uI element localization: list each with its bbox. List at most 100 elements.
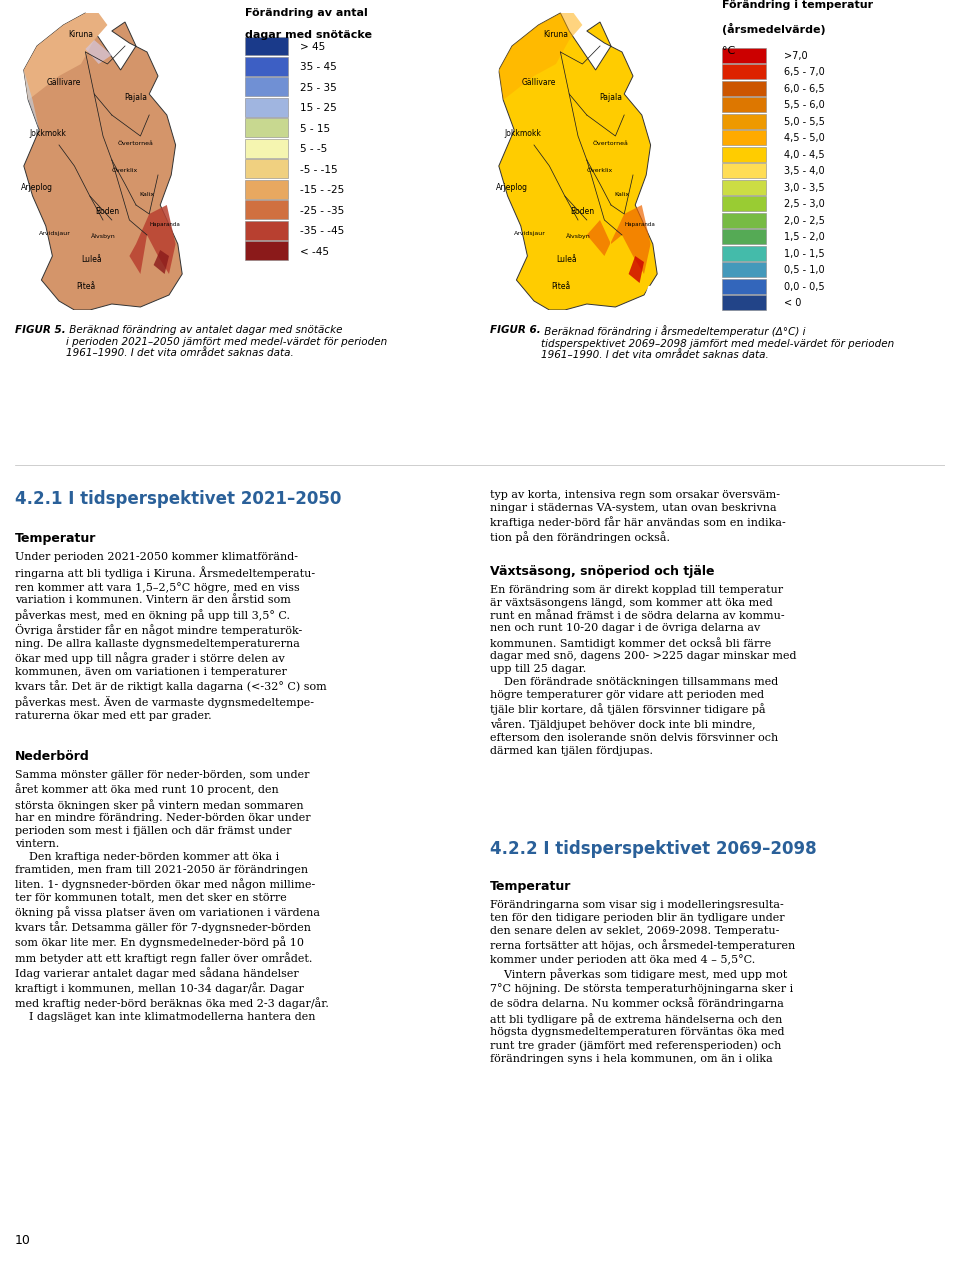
- Polygon shape: [154, 250, 169, 274]
- Text: 4.2.1 I tidsperspektivet 2021–2050: 4.2.1 I tidsperspektivet 2021–2050: [15, 490, 342, 508]
- Bar: [722, 97, 766, 112]
- Text: >7,0: >7,0: [783, 51, 807, 61]
- Polygon shape: [24, 13, 108, 100]
- Text: 5 - 15: 5 - 15: [300, 123, 329, 133]
- Text: Beräknad förändring av antalet dagar med snötäcke
i perioden 2021–2050 jämfört m: Beräknad förändring av antalet dagar med…: [66, 325, 388, 358]
- Text: Kiruna: Kiruna: [543, 30, 568, 39]
- Polygon shape: [85, 39, 111, 64]
- Text: Övertorneå: Övertorneå: [593, 141, 629, 146]
- Bar: [722, 64, 766, 79]
- Text: Beräknad förändring i årsmedeltemperatur (Δ°C) i
tidsperspektivet 2069–2098 jämf: Beräknad förändring i årsmedeltemperatur…: [541, 325, 895, 361]
- Polygon shape: [639, 279, 710, 310]
- Text: typ av korta, intensiva regn som orsakar översväm-
ningar i städernas VA-system,: typ av korta, intensiva regn som orsakar…: [490, 490, 785, 544]
- Text: Piteå: Piteå: [551, 282, 570, 291]
- Polygon shape: [490, 10, 499, 100]
- Text: 0,0 - 0,5: 0,0 - 0,5: [783, 282, 825, 292]
- Bar: [245, 241, 288, 260]
- Bar: [245, 221, 288, 240]
- Text: 6,5 - 7,0: 6,5 - 7,0: [783, 67, 825, 77]
- Polygon shape: [24, 70, 39, 130]
- Text: Jokkmokk: Jokkmokk: [505, 130, 541, 138]
- Bar: [722, 163, 766, 178]
- Bar: [722, 229, 766, 244]
- Text: 5,5 - 6,0: 5,5 - 6,0: [783, 100, 825, 110]
- Text: Älvsbyn: Älvsbyn: [565, 234, 590, 239]
- Text: 2,0 - 2,5: 2,0 - 2,5: [783, 216, 825, 226]
- Text: 10: 10: [15, 1234, 31, 1247]
- Bar: [245, 201, 288, 220]
- Text: °C: °C: [722, 46, 735, 56]
- Polygon shape: [499, 13, 583, 100]
- Text: -15 - -25: -15 - -25: [300, 185, 344, 196]
- Text: 4,5 - 5,0: 4,5 - 5,0: [783, 133, 825, 144]
- Text: Boden: Boden: [570, 207, 594, 216]
- Text: -5 - -15: -5 - -15: [300, 165, 337, 175]
- Text: Överklix: Överklix: [587, 168, 613, 173]
- Text: Luleå: Luleå: [557, 255, 577, 264]
- Text: Växtsäsong, snöperiod och tjäle: Växtsäsong, snöperiod och tjäle: [490, 565, 714, 578]
- Text: Haparanda: Haparanda: [624, 222, 655, 227]
- Bar: [245, 180, 288, 198]
- Text: 4,0 - 4,5: 4,0 - 4,5: [783, 150, 825, 160]
- Text: < -45: < -45: [300, 246, 328, 257]
- Bar: [245, 57, 288, 76]
- Text: 1,5 - 2,0: 1,5 - 2,0: [783, 232, 825, 243]
- Bar: [722, 146, 766, 161]
- Text: 3,0 - 3,5: 3,0 - 3,5: [783, 183, 825, 193]
- Text: > 45: > 45: [300, 42, 324, 52]
- Text: Pajala: Pajala: [125, 93, 148, 102]
- Text: Nederbörd: Nederbörd: [15, 751, 89, 763]
- Text: Jokkmokk: Jokkmokk: [30, 130, 66, 138]
- Text: Arjeplog: Arjeplog: [496, 183, 528, 192]
- Text: (årsmedelvärde): (årsmedelvärde): [722, 23, 826, 36]
- Text: dagar med snötäcke: dagar med snötäcke: [245, 30, 372, 41]
- Text: Temperatur: Temperatur: [15, 532, 96, 545]
- Bar: [722, 295, 766, 310]
- Text: Älvsbyn: Älvsbyn: [90, 234, 115, 239]
- Text: Gällivare: Gällivare: [46, 77, 81, 88]
- Text: Arjeplog: Arjeplog: [21, 183, 53, 192]
- Text: 35 - 45: 35 - 45: [300, 62, 336, 72]
- Text: Kalix: Kalix: [614, 192, 630, 197]
- Text: En förändring som är direkt kopplad till temperatur
är växtsäsongens längd, som : En förändring som är direkt kopplad till…: [490, 585, 797, 756]
- Bar: [245, 138, 288, 157]
- Text: Arvidsjaur: Arvidsjaur: [38, 231, 70, 236]
- Text: 5 - -5: 5 - -5: [300, 145, 326, 154]
- Text: < 0: < 0: [783, 298, 801, 309]
- Bar: [722, 113, 766, 128]
- Text: -25 - -35: -25 - -35: [300, 206, 344, 216]
- Text: 6,0 - 6,5: 6,0 - 6,5: [783, 84, 825, 94]
- Text: 2,5 - 3,0: 2,5 - 3,0: [783, 199, 825, 210]
- Text: Haparanda: Haparanda: [149, 222, 180, 227]
- Text: Överklix: Överklix: [112, 168, 138, 173]
- Text: Övertorneå: Övertorneå: [118, 141, 154, 146]
- Text: Gällivare: Gällivare: [521, 77, 556, 88]
- Polygon shape: [130, 204, 176, 274]
- Bar: [245, 118, 288, 137]
- Bar: [722, 80, 766, 95]
- Bar: [722, 245, 766, 260]
- Bar: [722, 130, 766, 145]
- Text: 25 - 35: 25 - 35: [300, 83, 336, 93]
- Text: -35 - -45: -35 - -45: [300, 226, 344, 236]
- Bar: [245, 37, 288, 56]
- Text: FIGUR 5.: FIGUR 5.: [15, 325, 65, 335]
- Bar: [722, 47, 766, 62]
- Bar: [722, 212, 766, 227]
- Text: Samma mönster gäller för neder­börden, som under
året kommer att öka med runt 10: Samma mönster gäller för neder­börden, s…: [15, 770, 329, 1022]
- Bar: [722, 262, 766, 277]
- Text: Temperatur: Temperatur: [490, 880, 571, 893]
- Polygon shape: [24, 13, 182, 310]
- Bar: [722, 179, 766, 194]
- Bar: [245, 159, 288, 178]
- Text: Förändringarna som visar sig i modelleringsresulta-
ten för den tidigare periode: Förändringarna som visar sig i modelleri…: [490, 900, 795, 1064]
- Text: Under perioden 2021-2050 kommer klimatföränd-
ringarna att bli tydliga i Kiruna.: Under perioden 2021-2050 kommer klimatfö…: [15, 552, 326, 721]
- Bar: [722, 278, 766, 293]
- Text: 3,5 - 4,0: 3,5 - 4,0: [783, 166, 825, 177]
- Text: Förändring av antal: Förändring av antal: [245, 8, 368, 18]
- FancyBboxPatch shape: [15, 10, 235, 310]
- Text: 5,0 - 5,5: 5,0 - 5,5: [783, 117, 825, 127]
- Text: Pajala: Pajala: [599, 93, 622, 102]
- Text: FIGUR 6.: FIGUR 6.: [490, 325, 540, 335]
- Text: Kalix: Kalix: [139, 192, 155, 197]
